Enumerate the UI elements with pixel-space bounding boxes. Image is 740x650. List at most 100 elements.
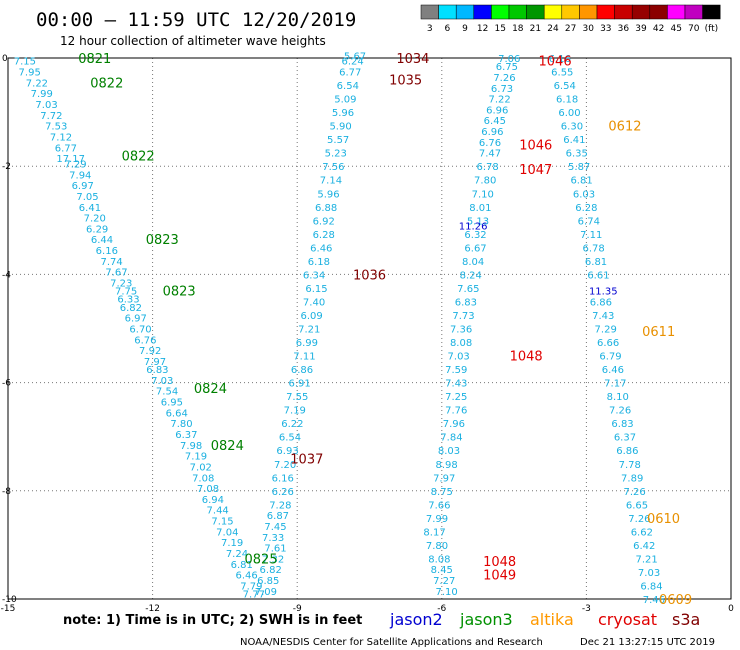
wave-height-label: 17.17 xyxy=(56,154,85,165)
colorbar-swatch xyxy=(543,4,563,20)
wave-height-label: 7.59 xyxy=(445,365,467,376)
wave-height-label: 6.24 xyxy=(341,57,363,68)
wave-height-label: 7.09 xyxy=(255,587,277,598)
wave-height-label: 7.20 xyxy=(274,460,296,471)
wave-height-label: 7.76 xyxy=(445,406,467,417)
colorbar-legend: 3 6 9 12 15 18 21 24 27 30 33 36 39 42 45 70 (ft) xyxy=(420,4,721,34)
wave-height-label: 6.79 xyxy=(599,352,621,363)
wave-height-label: 7.08 xyxy=(192,473,214,484)
wave-height-label: 6.33 xyxy=(117,295,139,306)
wave-height-label: 7.33 xyxy=(262,533,284,544)
colorbar-swatch xyxy=(649,4,668,20)
wave-height-label: 6.78 xyxy=(476,162,498,173)
colorbar-label: (ft) xyxy=(705,24,719,34)
colorbar-label: 12 xyxy=(477,24,488,34)
pass-time-label: 0824 xyxy=(211,439,244,454)
wave-height-label: 7.43 xyxy=(592,311,614,322)
colorbar-swatch xyxy=(684,4,703,20)
wave-height-label: 7.08 xyxy=(197,484,219,495)
wave-height-label: 6.86 xyxy=(590,297,612,308)
pass-time-label: 0610 xyxy=(647,512,680,527)
colorbar-label: 39 xyxy=(635,24,647,34)
wave-height-label: 7.99 xyxy=(426,514,448,525)
wave-height-label: 6.87 xyxy=(267,511,289,522)
wave-height-label: 6.97 xyxy=(125,314,147,325)
wave-height-label: 6.09 xyxy=(301,311,323,322)
wave-height-label: 7.67 xyxy=(105,268,127,279)
wave-height-label: 7.72 xyxy=(40,111,62,122)
wave-height-label: 6.55 xyxy=(551,68,573,79)
time-labels: 0821 0822 0822 0823 0823 0824 0824 0825 1034 1035… xyxy=(78,52,692,608)
mission-altika: altika xyxy=(530,610,574,629)
wave-height-label: 8.98 xyxy=(435,460,457,471)
wave-height-label: 6.00 xyxy=(558,108,580,119)
wave-height-label: 7.65 xyxy=(457,284,479,295)
wave-height-label: 7.28 xyxy=(269,500,291,511)
wave-height-label: 6.93 xyxy=(276,446,298,457)
wave-height-label: 7.04 xyxy=(216,527,238,538)
pass-time-label: 0609 xyxy=(659,593,692,608)
wave-height-label: 7.29 xyxy=(64,159,86,170)
colorbar-swatch xyxy=(702,4,721,20)
wave-height-label: 6.37 xyxy=(175,430,197,441)
wave-height-label: 6.32 xyxy=(464,230,486,241)
wave-height-label: 7.56 xyxy=(322,162,344,173)
wave-height-label: 6.99 xyxy=(296,338,318,349)
wave-height-label: 7.19 xyxy=(221,538,243,549)
wave-height-label: 7.53 xyxy=(45,122,67,133)
wave-height-label: 7.19 xyxy=(185,452,207,463)
wave-height-label: 7.26 xyxy=(609,406,631,417)
wave-height-label: 6.16 xyxy=(272,473,294,484)
wave-height-label: 6.54 xyxy=(279,433,301,444)
pass-time-label: 0825 xyxy=(245,552,278,567)
data-points: 7.157.957.227.997.037.727.537.126.7717.1… xyxy=(14,51,665,606)
wave-height-label: 6.83 xyxy=(455,297,477,308)
colorbar-label: 42 xyxy=(653,24,664,34)
y-tick-label: -4 xyxy=(2,270,11,280)
colorbar-swatch xyxy=(508,4,527,20)
wave-height-label: 7.95 xyxy=(19,68,41,79)
wave-height-label: 6.46 xyxy=(602,365,624,376)
wave-height-label: 7.44 xyxy=(207,506,229,517)
x-tick-label: -12 xyxy=(145,604,160,614)
colorbar-swatch xyxy=(596,4,615,20)
colorbar-swatch xyxy=(438,4,457,20)
colorbar-label: 6 xyxy=(445,24,451,34)
wave-height-label: 7.32 xyxy=(262,554,284,565)
wave-height-label: 7.21 xyxy=(298,325,320,336)
x-tick-label: -6 xyxy=(437,604,446,614)
wave-height-label: 6.76 xyxy=(134,335,156,346)
wave-height-label: 6.46 xyxy=(310,243,332,254)
colorbar-swatch xyxy=(579,4,598,20)
wave-height-label: 6.65 xyxy=(626,500,648,511)
colorbar-label: 24 xyxy=(547,24,559,34)
wave-height-label: 6.29 xyxy=(86,224,108,235)
wave-height-label: 7.19 xyxy=(284,406,306,417)
wave-height-label: 7.89 xyxy=(621,473,643,484)
wave-height-label: 7.46 xyxy=(643,595,665,606)
colorbar-label: 3 xyxy=(427,24,433,34)
wave-height-label: 7.45 xyxy=(264,522,286,533)
wave-height-label: 6.26 xyxy=(272,487,294,498)
wave-height-label: 7.75 xyxy=(115,287,137,298)
wave-height-label: 6.15 xyxy=(305,284,327,295)
wave-height-label: 6.83 xyxy=(146,365,168,376)
colorbar-swatch xyxy=(667,4,686,20)
wave-height-label: 7.14 xyxy=(320,176,342,187)
wave-height-label: 6.67 xyxy=(464,243,486,254)
wave-height-label: 7.15 xyxy=(211,517,233,528)
pass-time-label: 1046 xyxy=(539,55,572,70)
wave-height-label: 6.84 xyxy=(640,581,662,592)
colorbar-swatch xyxy=(491,4,510,20)
wave-height-label: 7.74 xyxy=(100,257,122,268)
wave-height-label: 6.81 xyxy=(585,257,607,268)
wave-height-label: 7.80 xyxy=(474,176,496,187)
wave-height-label: 6.78 xyxy=(582,243,604,254)
wave-height-label: 7.05 xyxy=(76,192,98,203)
wave-height-label: 6.41 xyxy=(563,135,585,146)
colorbar-swatch xyxy=(614,4,633,20)
wave-height-label: 6.86 xyxy=(291,365,313,376)
wave-height-label: 6.18 xyxy=(308,257,330,268)
wave-height-label: 7.92 xyxy=(139,346,161,357)
wave-height-label: 7.21 xyxy=(636,554,658,565)
